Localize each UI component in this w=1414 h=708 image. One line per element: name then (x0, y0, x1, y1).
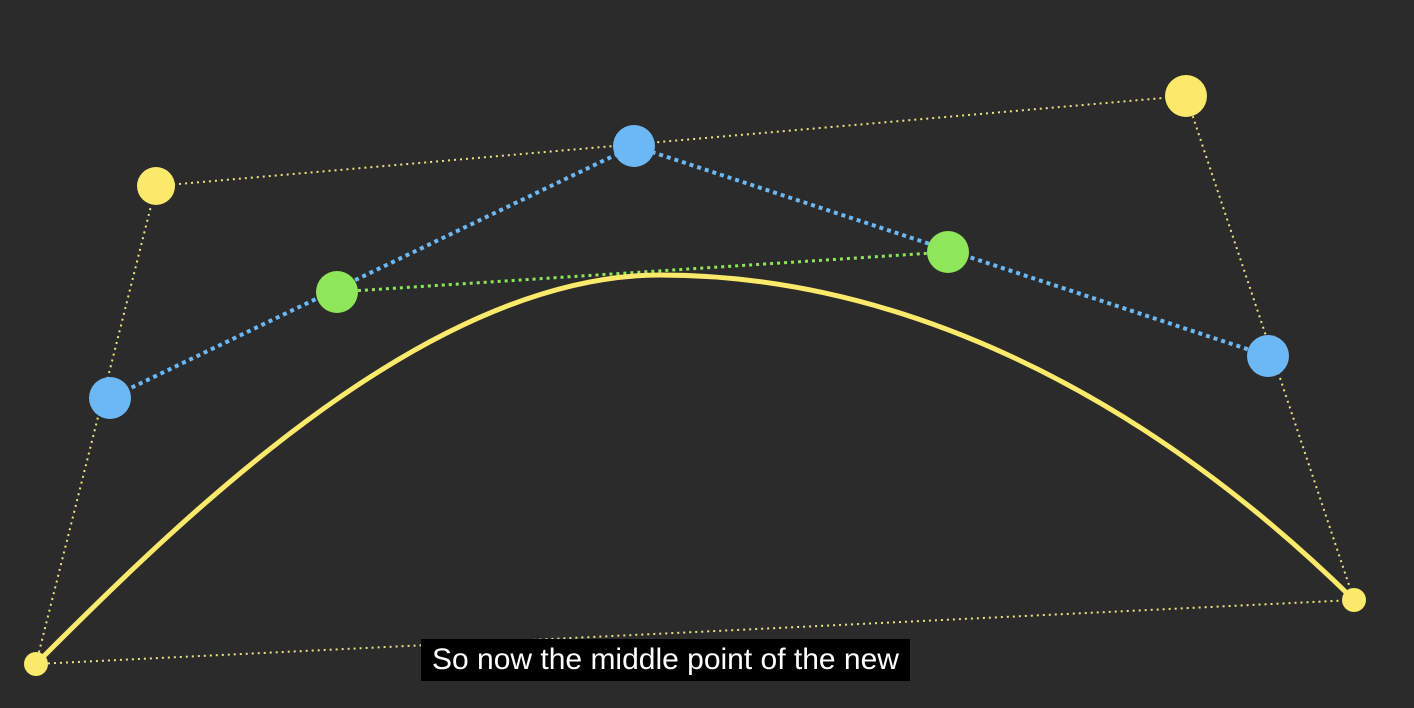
first-level-segments (109, 143, 1269, 400)
chord-line (35, 599, 1355, 665)
first-level-point-right (1247, 335, 1289, 377)
second-level-point-left (316, 271, 358, 313)
control-point-1[interactable] (137, 167, 175, 205)
bezier-curve (33, 272, 1357, 667)
first-level-point-left (89, 377, 131, 419)
control-polygon (35, 94, 1355, 665)
second-level-point-right (927, 231, 969, 273)
control-point-end[interactable] (1342, 588, 1366, 612)
subtitle-caption: So now the middle point of the new (421, 639, 910, 681)
second-level-segment (336, 250, 949, 294)
first-level-point-middle (613, 125, 655, 167)
control-point-2[interactable] (1165, 75, 1207, 117)
control-point-start[interactable] (24, 652, 48, 676)
